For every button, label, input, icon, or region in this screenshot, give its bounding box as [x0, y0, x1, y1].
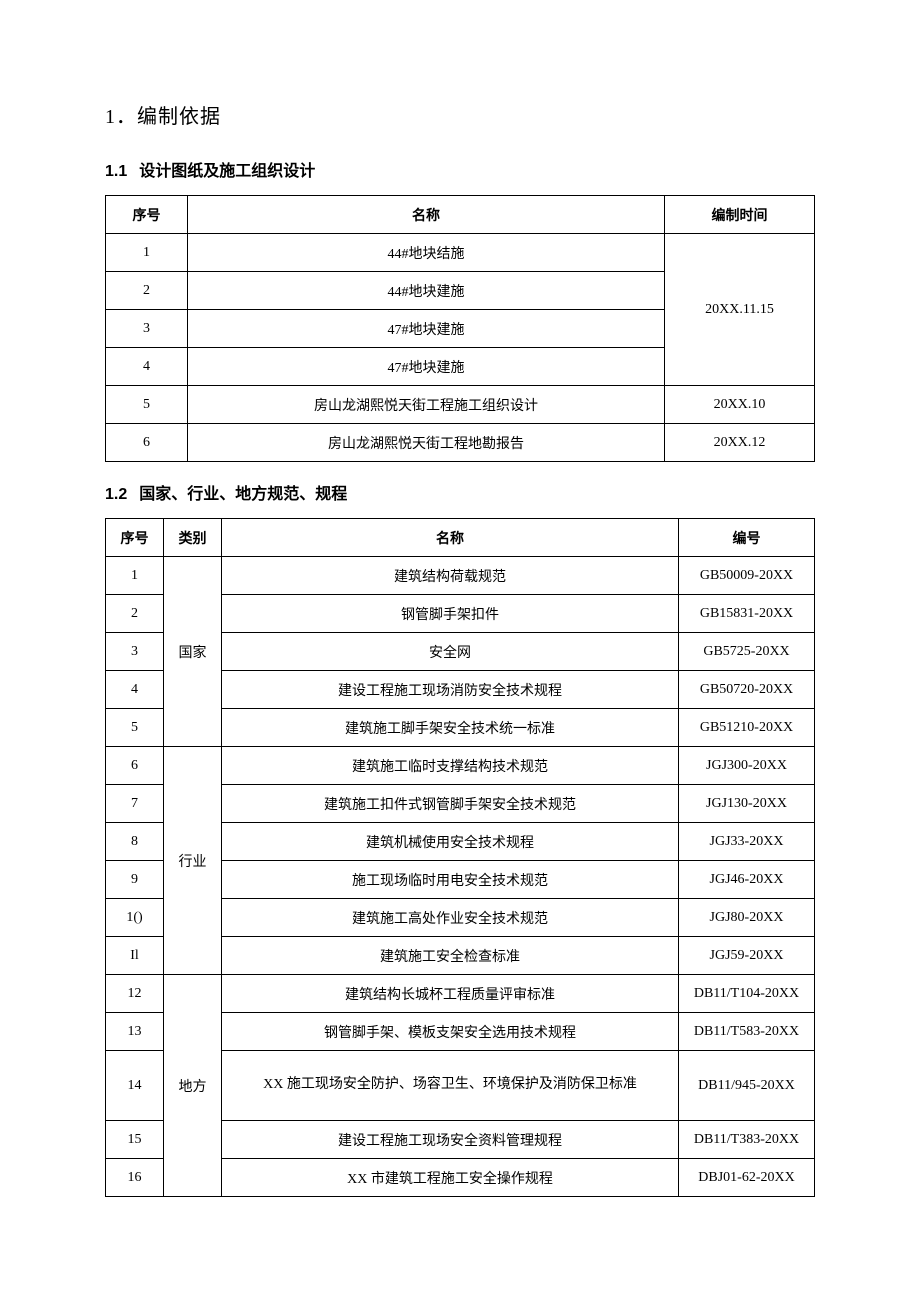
table-row: 12地方建筑结构长城杯工程质量评审标准DB11/T104-20XX [106, 975, 815, 1013]
cell-seq: Il [106, 937, 164, 975]
table-row: 5房山龙湖熙悦天街工程施工组织设计20XX.10 [106, 386, 815, 424]
cell-code: GB51210-20XX [679, 709, 815, 747]
cell-name: 房山龙湖熙悦天街工程施工组织设计 [188, 386, 665, 424]
cell-seq: 1 [106, 234, 188, 272]
col-header-name: 名称 [222, 519, 679, 557]
col-header-category: 类别 [164, 519, 222, 557]
section-number: 1 [105, 106, 116, 128]
table-row: 144#地块结施20XX.11.15 [106, 234, 815, 272]
subsection-number: 1.2 [105, 486, 127, 503]
cell-code: DB11/T383-20XX [679, 1121, 815, 1159]
cell-seq: 2 [106, 272, 188, 310]
table-design-docs: 序号 名称 编制时间 144#地块结施20XX.11.15244#地块建施347… [105, 195, 815, 462]
cell-name: 建筑机械使用安全技术规程 [222, 823, 679, 861]
cell-name: 房山龙湖熙悦天街工程地勘报告 [188, 424, 665, 462]
cell-name: 钢管脚手架、模板支架安全选用技术规程 [222, 1013, 679, 1051]
section-title: 编制依据 [137, 106, 221, 128]
col-header-seq: 序号 [106, 196, 188, 234]
cell-seq: 13 [106, 1013, 164, 1051]
table-header-row: 序号 名称 编制时间 [106, 196, 815, 234]
cell-code: JGJ300-20XX [679, 747, 815, 785]
section-dot: ． [116, 106, 137, 128]
cell-name: XX 市建筑工程施工安全操作规程 [222, 1159, 679, 1197]
cell-name: 47#地块建施 [188, 348, 665, 386]
table-row: 6行业建筑施工临时支撑结构技术规范JGJ300-20XX [106, 747, 815, 785]
cell-seq: 5 [106, 386, 188, 424]
cell-name: 安全网 [222, 633, 679, 671]
cell-seq: 14 [106, 1051, 164, 1121]
cell-time: 20XX.11.15 [665, 234, 815, 386]
cell-name: 钢管脚手架扣件 [222, 595, 679, 633]
cell-code: JGJ33-20XX [679, 823, 815, 861]
subsection-title: 国家、行业、地方规范、规程 [139, 486, 347, 503]
cell-seq: 12 [106, 975, 164, 1013]
cell-seq: 6 [106, 747, 164, 785]
col-header-time: 编制时间 [665, 196, 815, 234]
subsection-title: 设计图纸及施工组织设计 [139, 163, 315, 180]
cell-category: 行业 [164, 747, 222, 975]
cell-name: 建筑结构长城杯工程质量评审标准 [222, 975, 679, 1013]
cell-name: 建筑结构荷载规范 [222, 557, 679, 595]
cell-seq: 1() [106, 899, 164, 937]
cell-code: JGJ80-20XX [679, 899, 815, 937]
col-header-name: 名称 [188, 196, 665, 234]
cell-code: JGJ59-20XX [679, 937, 815, 975]
cell-category: 国家 [164, 557, 222, 747]
cell-code: GB50720-20XX [679, 671, 815, 709]
col-header-seq: 序号 [106, 519, 164, 557]
table-standards: 序号 类别 名称 编号 1国家建筑结构荷载规范GB50009-20XX2钢管脚手… [105, 518, 815, 1197]
col-header-code: 编号 [679, 519, 815, 557]
cell-name: 建筑施工安全检查标准 [222, 937, 679, 975]
table-row: 6房山龙湖熙悦天街工程地勘报告20XX.12 [106, 424, 815, 462]
cell-name: 建设工程施工现场消防安全技术规程 [222, 671, 679, 709]
cell-category: 地方 [164, 975, 222, 1197]
cell-name: 施工现场临时用电安全技术规范 [222, 861, 679, 899]
cell-seq: 8 [106, 823, 164, 861]
cell-name: 44#地块建施 [188, 272, 665, 310]
cell-code: GB50009-20XX [679, 557, 815, 595]
cell-code: GB15831-20XX [679, 595, 815, 633]
subsection-heading-1-1: 1.1 设计图纸及施工组织设计 [105, 157, 815, 181]
subsection-heading-1-2: 1.2 国家、行业、地方规范、规程 [105, 480, 815, 504]
cell-name: 建筑施工高处作业安全技术规范 [222, 899, 679, 937]
cell-seq: 16 [106, 1159, 164, 1197]
cell-time: 20XX.12 [665, 424, 815, 462]
cell-seq: 3 [106, 310, 188, 348]
cell-name: 建筑施工临时支撑结构技术规范 [222, 747, 679, 785]
table-header-row: 序号 类别 名称 编号 [106, 519, 815, 557]
cell-code: JGJ46-20XX [679, 861, 815, 899]
cell-name: 44#地块结施 [188, 234, 665, 272]
cell-code: DB11/945-20XX [679, 1051, 815, 1121]
cell-name: 建筑施工脚手架安全技术统一标准 [222, 709, 679, 747]
cell-code: GB5725-20XX [679, 633, 815, 671]
subsection-number: 1.1 [105, 163, 127, 180]
cell-seq: 6 [106, 424, 188, 462]
cell-code: DB11/T583-20XX [679, 1013, 815, 1051]
cell-seq: 2 [106, 595, 164, 633]
cell-seq: 4 [106, 348, 188, 386]
cell-code: DBJ01-62-20XX [679, 1159, 815, 1197]
cell-time: 20XX.10 [665, 386, 815, 424]
cell-name: XX 施工现场安全防护、场容卫生、环境保护及消防保卫标准 [222, 1051, 679, 1121]
cell-name: 建设工程施工现场安全资料管理规程 [222, 1121, 679, 1159]
cell-seq: 15 [106, 1121, 164, 1159]
cell-seq: 5 [106, 709, 164, 747]
cell-seq: 1 [106, 557, 164, 595]
table-row: 1国家建筑结构荷载规范GB50009-20XX [106, 557, 815, 595]
cell-name: 建筑施工扣件式钢管脚手架安全技术规范 [222, 785, 679, 823]
section-heading-1: 1．编制依据 [105, 100, 815, 129]
cell-code: JGJ130-20XX [679, 785, 815, 823]
cell-seq: 3 [106, 633, 164, 671]
cell-seq: 9 [106, 861, 164, 899]
cell-seq: 7 [106, 785, 164, 823]
cell-seq: 4 [106, 671, 164, 709]
cell-name: 47#地块建施 [188, 310, 665, 348]
cell-code: DB11/T104-20XX [679, 975, 815, 1013]
